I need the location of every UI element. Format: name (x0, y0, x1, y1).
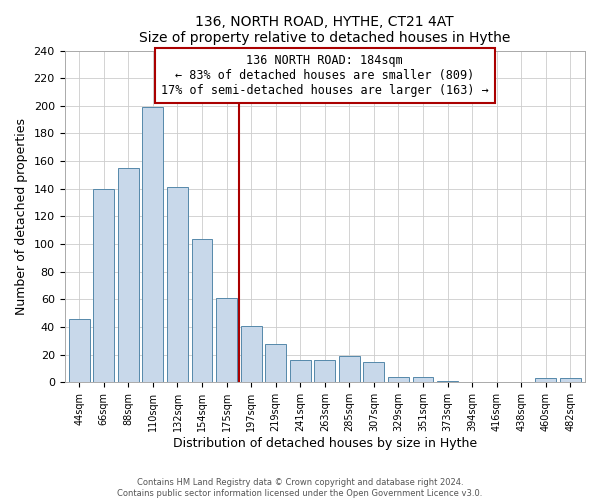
Bar (167, 188, 188, 382)
Bar (191, 238, 212, 382)
Bar (241, 326, 262, 382)
Bar (413, 377, 433, 382)
Text: Contains HM Land Registry data © Crown copyright and database right 2024.
Contai: Contains HM Land Registry data © Crown c… (118, 478, 482, 498)
Bar (339, 356, 360, 382)
Title: 136, NORTH ROAD, HYTHE, CT21 4AT
Size of property relative to detached houses in: 136, NORTH ROAD, HYTHE, CT21 4AT Size of… (139, 15, 511, 45)
Y-axis label: Number of detached properties: Number of detached properties (15, 118, 28, 315)
Bar (314, 360, 335, 382)
Bar (535, 378, 556, 382)
Bar (364, 362, 384, 382)
X-axis label: Distribution of detached houses by size in Hythe: Distribution of detached houses by size … (173, 437, 477, 450)
Bar (118, 168, 139, 382)
Bar (437, 381, 458, 382)
Bar (216, 298, 237, 382)
Bar (290, 360, 311, 382)
Bar (142, 107, 163, 382)
Bar (388, 377, 409, 382)
Bar (94, 189, 114, 382)
Bar (560, 378, 581, 382)
Text: 136 NORTH ROAD: 184sqm
← 83% of detached houses are smaller (809)
17% of semi-de: 136 NORTH ROAD: 184sqm ← 83% of detached… (161, 54, 488, 97)
Bar (69, 318, 89, 382)
Bar (265, 344, 286, 382)
